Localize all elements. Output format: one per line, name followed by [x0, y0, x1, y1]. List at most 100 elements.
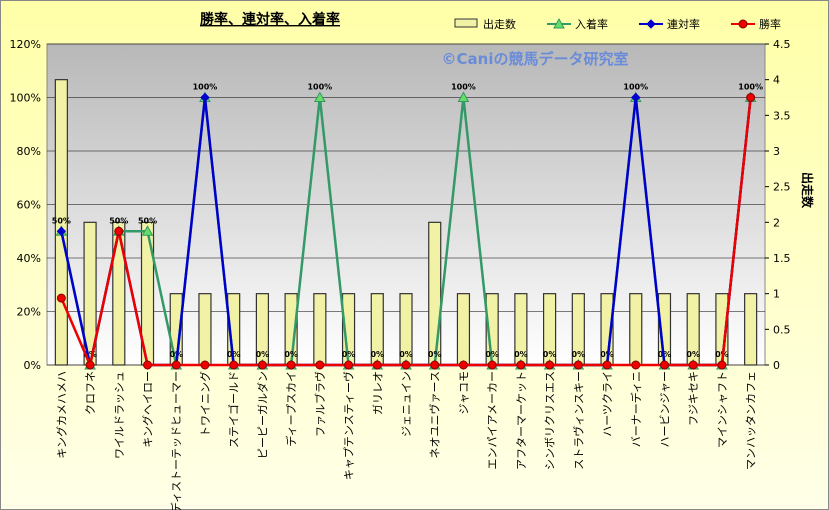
bar — [313, 293, 327, 366]
data-label: 0% — [428, 350, 442, 359]
x-tick-label: ハービンジャー — [658, 371, 671, 447]
y-tick-label: 100% — [10, 92, 41, 105]
marker — [315, 360, 325, 370]
x-tick-label: ステイゴールド — [227, 371, 241, 448]
marker — [56, 226, 67, 236]
marker — [738, 19, 748, 29]
bar — [198, 293, 212, 366]
y2-tick-label: 0.5 — [773, 323, 791, 336]
y-tick-label: 40% — [17, 252, 41, 265]
x-tick-label: トワイニング — [198, 371, 212, 437]
marker — [85, 360, 95, 370]
legend-label: 連対率 — [667, 17, 700, 31]
y2-axis-label: 出走数 — [800, 172, 815, 209]
x-tick-label: ワイルドラッシュ — [113, 371, 126, 459]
y2-tick-label: 3.5 — [773, 109, 791, 122]
bar — [54, 79, 68, 366]
marker — [257, 360, 267, 370]
marker — [143, 360, 153, 370]
y-tick-label: 20% — [17, 306, 41, 319]
x-tick-label: ジェニュイン — [400, 371, 413, 437]
y-tick-label: 0% — [24, 359, 41, 372]
x-tick-label: ディストーテッドヒューマー — [169, 371, 183, 510]
bar — [629, 293, 643, 366]
marker — [56, 293, 66, 303]
y2-tick-label: 0 — [773, 359, 780, 372]
marker — [487, 360, 497, 370]
y2-tick-label: 2 — [773, 216, 780, 229]
marker — [602, 360, 612, 370]
bar — [456, 293, 471, 366]
data-label: 50% — [109, 216, 128, 225]
marker — [458, 360, 468, 370]
marker — [141, 225, 154, 236]
data-label: 50% — [138, 216, 157, 225]
data-label: 0% — [83, 350, 97, 359]
y-tick-label: 120% — [10, 38, 41, 51]
data-label: 0% — [399, 350, 413, 359]
legend-label: 入着率 — [575, 17, 608, 31]
data-label: 0% — [572, 350, 586, 359]
x-tick-label: ファルブラヴ — [313, 371, 327, 437]
x-tick-label: アフターマーケット — [515, 371, 528, 470]
data-label: 0% — [514, 350, 528, 359]
x-tick-label: ネオユニヴァース — [428, 371, 442, 458]
marker — [573, 360, 583, 370]
x-tick-label: キャプテンスティーヴ — [342, 371, 356, 480]
data-label: 0% — [342, 350, 356, 359]
data-label: 0% — [485, 350, 499, 359]
data-label: 0% — [370, 350, 384, 359]
data-label: 100% — [307, 83, 332, 92]
marker — [553, 17, 565, 29]
marker — [372, 360, 382, 370]
x-tick-label: ストラヴィンスキー — [571, 371, 585, 470]
y-tick-label: 80% — [17, 145, 41, 158]
x-tick-label: ハーツクライ — [601, 371, 614, 437]
data-label: 100% — [623, 83, 648, 92]
marker — [516, 360, 526, 370]
marker — [286, 360, 296, 370]
y2-tick-label: 1.5 — [773, 252, 791, 265]
x-tick-label: ガリレオ — [371, 371, 384, 415]
marker — [457, 91, 470, 102]
marker — [313, 91, 326, 102]
x-tick-label: エンパイアメーカー — [486, 371, 499, 469]
legend-swatch — [454, 18, 478, 28]
marker — [114, 226, 124, 236]
y2-tick-label: 4 — [773, 74, 780, 87]
marker — [200, 360, 210, 370]
y2-tick-label: 1 — [773, 288, 780, 301]
marker — [631, 360, 641, 370]
data-label: 0% — [284, 350, 298, 359]
marker — [344, 360, 354, 370]
x-tick-label: ディープスカイ — [284, 371, 298, 447]
x-tick-label: マインシャフト — [716, 371, 729, 448]
watermark: ©Caniの競馬データ研究室 — [442, 50, 629, 68]
data-label: 100% — [738, 83, 763, 92]
data-label: 0% — [686, 350, 700, 359]
legend-label: 勝率 — [759, 17, 781, 31]
marker — [401, 360, 411, 370]
x-tick-label: ピーピーガルダン — [255, 371, 269, 459]
marker — [646, 19, 656, 29]
legend-label: 出走数 — [483, 17, 516, 31]
marker — [229, 360, 239, 370]
bar — [112, 221, 126, 366]
marker — [171, 360, 181, 370]
data-label: 0% — [256, 350, 270, 359]
x-tick-label: キングヘイロー — [141, 371, 155, 448]
x-tick-label: フジキセキ — [687, 371, 700, 426]
data-label: 100% — [451, 83, 476, 92]
data-label: 0% — [543, 350, 557, 359]
bar — [428, 221, 442, 366]
marker — [545, 360, 555, 370]
marker — [659, 360, 669, 370]
y2-tick-label: 2.5 — [773, 181, 791, 194]
x-tick-label: マンハッタンカフェ — [745, 371, 758, 470]
y-tick-label: 60% — [17, 199, 41, 212]
marker — [688, 360, 698, 370]
x-tick-label: ジャコモ — [457, 371, 470, 414]
y2-tick-label: 4.5 — [773, 38, 791, 51]
data-label: 50% — [52, 216, 71, 225]
x-tick-label: キングカメハメハ — [54, 371, 68, 459]
